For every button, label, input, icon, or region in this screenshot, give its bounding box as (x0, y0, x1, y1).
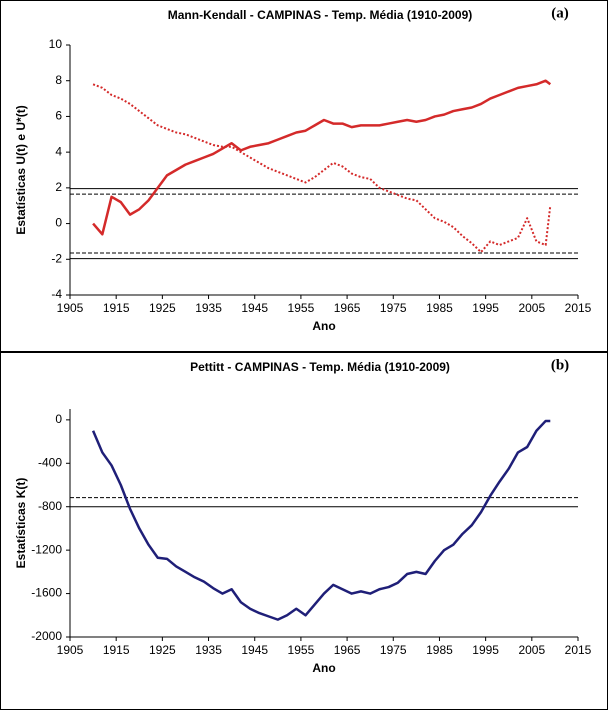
x-tick-label: 1915 (103, 643, 130, 657)
x-tick-label: 1965 (334, 301, 361, 315)
x-tick-label: 2015 (565, 301, 592, 315)
x-tick-label: 1925 (149, 301, 176, 315)
data-line (92, 79, 552, 236)
panel-label: (b) (551, 357, 569, 373)
y-tick-label: 0 (55, 216, 62, 230)
x-tick-label: 1985 (426, 643, 453, 657)
y-tick-label: -400 (38, 455, 62, 469)
x-tick-label: 1935 (195, 643, 222, 657)
y-axis-title: Estatísticas U(t) e U*(t) (14, 105, 28, 234)
x-tick-label: 1975 (380, 301, 407, 315)
y-axis-title: Estatísticas K(t) (14, 478, 28, 569)
x-axis-title: Ano (312, 661, 335, 675)
x-tick-label: 1935 (195, 301, 222, 315)
x-tick-label: 1905 (57, 301, 84, 315)
x-tick-label: 1925 (149, 643, 176, 657)
data-line (92, 83, 552, 254)
x-tick-label: 2015 (565, 643, 592, 657)
panel-frame (0, 0, 608, 352)
y-tick-label: -4 (51, 287, 62, 301)
x-tick-label: 1955 (288, 643, 315, 657)
data-line (91, 419, 551, 621)
chart-title: Pettitt - CAMPINAS - Temp. Média (1910-2… (190, 360, 450, 374)
y-tick-label: -2000 (31, 629, 62, 643)
y-tick-label: -2 (51, 251, 62, 265)
panel-frame (0, 352, 608, 710)
x-tick-label: 1945 (241, 301, 268, 315)
y-tick-label: 8 (55, 73, 62, 87)
y-tick-label: 4 (55, 144, 62, 158)
x-tick-label: 1985 (426, 301, 453, 315)
x-tick-label: 2005 (518, 301, 545, 315)
x-tick-label: 1955 (288, 301, 315, 315)
x-tick-label: 1945 (241, 643, 268, 657)
x-tick-label: 1915 (103, 301, 130, 315)
x-tick-label: 1995 (472, 301, 499, 315)
y-tick-label: 0 (55, 412, 62, 426)
x-tick-label: 1905 (57, 643, 84, 657)
y-tick-label: 2 (55, 180, 62, 194)
x-axis-title: Ano (312, 319, 335, 333)
x-tick-label: 2005 (518, 643, 545, 657)
chart-title: Mann-Kendall - CAMPINAS - Temp. Média (1… (168, 8, 473, 22)
y-tick-label: 10 (49, 37, 63, 51)
y-tick-label: -800 (38, 499, 62, 513)
y-tick-label: 6 (55, 109, 62, 123)
panel-label: (a) (551, 5, 569, 21)
x-tick-label: 1995 (472, 643, 499, 657)
x-tick-label: 1975 (380, 643, 407, 657)
y-tick-label: -1600 (31, 586, 62, 600)
x-tick-label: 1965 (334, 643, 361, 657)
y-tick-label: -1200 (31, 542, 62, 556)
